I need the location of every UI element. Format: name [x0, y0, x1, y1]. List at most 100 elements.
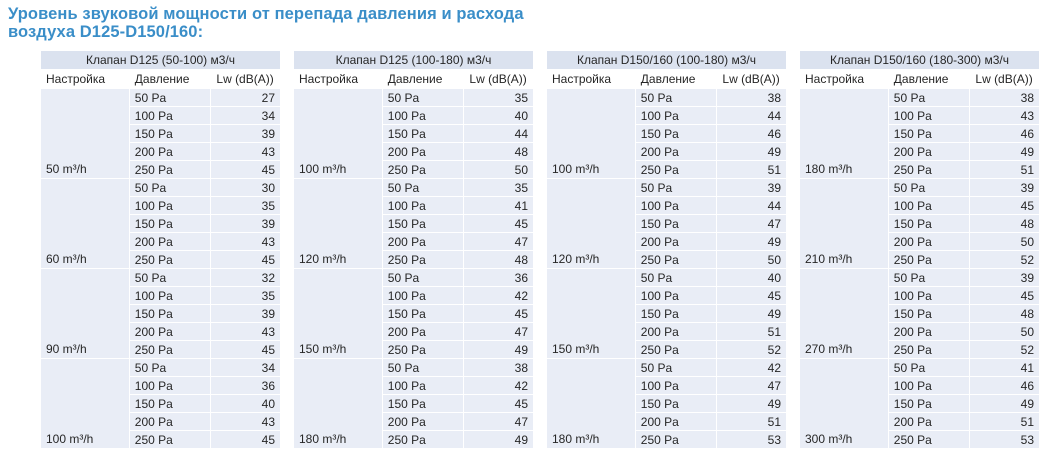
table-body: 100 m³/h 50 Pa 38 100 Pa 44 150 Pa 46 200 Pa 49 2… — [546, 88, 787, 449]
pressure-cell: 100 Pa — [381, 376, 465, 395]
pressure-cell: 100 Pa — [887, 286, 971, 305]
lw-cell: 39 — [210, 304, 281, 323]
lw-cell: 43 — [210, 142, 281, 161]
table-row: 100 Pa 44 — [547, 106, 787, 125]
table-row: 150 Pa 46 — [547, 124, 787, 143]
table-row: 200 Pa 51 — [547, 412, 787, 431]
table-head: Клапан D125 (50-100) м3/ч Настройка Давлен… — [40, 50, 281, 89]
table-row: 200 Pa 43 — [41, 412, 281, 431]
pressure-cell: 200 Pa — [128, 232, 212, 251]
lw-cell: 50 — [969, 322, 1040, 341]
lw-cell: 45 — [210, 160, 281, 179]
table-row: 100 Pa 36 — [41, 376, 281, 395]
col-header-pressure: Давление — [128, 69, 212, 89]
lw-cell: 41 — [969, 358, 1040, 377]
pressure-cell: 50 Pa — [887, 178, 971, 197]
col-header-pressure: Давление — [634, 69, 718, 89]
page-title: Уровень звуковой мощности от перепада да… — [0, 0, 1054, 41]
lw-cell: 45 — [463, 304, 534, 323]
pressure-cell: 50 Pa — [634, 268, 718, 287]
col-header-setting: Настройка — [546, 69, 636, 89]
pressure-cell: 250 Pa — [128, 430, 212, 449]
table-row: 150 Pa 44 — [294, 124, 534, 143]
lw-cell: 51 — [716, 322, 787, 341]
setting-cell: 50 m³/h — [40, 88, 130, 179]
lw-cell: 46 — [969, 376, 1040, 395]
setting-cell: 120 m³/h — [546, 178, 636, 269]
lw-cell: 38 — [463, 358, 534, 377]
pressure-cell: 150 Pa — [128, 124, 212, 143]
lw-cell: 51 — [969, 412, 1040, 431]
pressure-cell: 200 Pa — [634, 322, 718, 341]
pressure-cell: 150 Pa — [381, 394, 465, 413]
table-row: 150 m³/h 50 Pa 36 — [293, 268, 534, 359]
pressure-cell: 200 Pa — [634, 412, 718, 431]
table-row: 150 Pa 49 — [547, 394, 787, 413]
setting-cell: 270 m³/h — [799, 268, 889, 359]
table-row: 200 Pa 49 — [547, 232, 787, 251]
valve-table: Клапан D150/160 (100-180) м3/ч Настройка Д… — [546, 50, 787, 449]
table-row: 250 Pa 53 — [547, 430, 787, 449]
lw-cell: 45 — [210, 340, 281, 359]
lw-cell: 40 — [210, 394, 281, 413]
pressure-cell: 250 Pa — [381, 250, 465, 269]
col-header-lw: Lw (dB(A)) — [210, 69, 281, 89]
pressure-cell: 100 Pa — [887, 196, 971, 215]
pressure-cell: 150 Pa — [634, 394, 718, 413]
lw-cell: 48 — [969, 304, 1040, 323]
pressure-cell: 200 Pa — [634, 232, 718, 251]
pressure-cell: 50 Pa — [634, 358, 718, 377]
lw-cell: 51 — [969, 160, 1040, 179]
setting-cell: 300 m³/h — [799, 358, 889, 449]
table-row: 100 Pa 35 — [41, 286, 281, 305]
pressure-cell: 50 Pa — [381, 268, 465, 287]
table-row: 100 Pa 42 — [294, 376, 534, 395]
table-row: 150 Pa 39 — [41, 124, 281, 143]
lw-cell: 48 — [463, 250, 534, 269]
table-row: 150 Pa 39 — [41, 304, 281, 323]
table-row: 100 Pa 44 — [547, 196, 787, 215]
table-body: 50 m³/h 50 Pa 27 100 Pa 34 150 Pa 39 200 Pa 43 25… — [40, 88, 281, 449]
pressure-cell: 50 Pa — [887, 268, 971, 287]
lw-cell: 43 — [210, 322, 281, 341]
pressure-cell: 250 Pa — [634, 340, 718, 359]
lw-cell: 50 — [463, 160, 534, 179]
pressure-cell: 50 Pa — [128, 88, 212, 107]
table-title-row: Клапан D125 (100-180) м3/ч — [293, 50, 534, 70]
page-title-line1: Уровень звуковой мощности от перепада да… — [8, 5, 524, 23]
table-title: Клапан D125 (100-180) м3/ч — [293, 50, 534, 70]
lw-cell: 42 — [463, 286, 534, 305]
pressure-cell: 150 Pa — [128, 394, 212, 413]
lw-cell: 39 — [210, 124, 281, 143]
lw-cell: 45 — [716, 286, 787, 305]
col-header-lw: Lw (dB(A)) — [969, 69, 1040, 89]
setting-cell: 120 m³/h — [293, 178, 383, 269]
table-row: 180 m³/h 50 Pa 38 — [293, 358, 534, 449]
pressure-cell: 250 Pa — [634, 250, 718, 269]
lw-cell: 46 — [969, 124, 1040, 143]
table-row: 100 m³/h 50 Pa 35 — [293, 88, 534, 179]
pressure-cell: 150 Pa — [887, 394, 971, 413]
table-row: 180 m³/h 50 Pa 38 — [799, 88, 1040, 179]
table-row: 100 Pa 45 — [800, 286, 1040, 305]
table-row: 150 Pa 48 — [800, 214, 1040, 233]
lw-cell: 48 — [463, 142, 534, 161]
pressure-cell: 250 Pa — [634, 430, 718, 449]
pressure-cell: 100 Pa — [128, 196, 212, 215]
table-row: 250 Pa 53 — [800, 430, 1040, 449]
pressure-cell: 100 Pa — [381, 286, 465, 305]
pressure-cell: 200 Pa — [634, 142, 718, 161]
pressure-cell: 150 Pa — [634, 124, 718, 143]
pressure-cell: 100 Pa — [634, 286, 718, 305]
col-header-pressure: Давление — [381, 69, 465, 89]
pressure-cell: 200 Pa — [128, 322, 212, 341]
lw-cell: 43 — [210, 412, 281, 431]
valve-table: Клапан D125 (100-180) м3/ч Настройка Давле… — [293, 50, 534, 449]
table-row: 200 Pa 43 — [41, 142, 281, 161]
pressure-cell: 200 Pa — [381, 322, 465, 341]
lw-cell: 44 — [463, 124, 534, 143]
lw-cell: 50 — [716, 250, 787, 269]
lw-cell: 43 — [210, 232, 281, 251]
pressure-cell: 100 Pa — [634, 376, 718, 395]
pressure-cell: 250 Pa — [381, 340, 465, 359]
